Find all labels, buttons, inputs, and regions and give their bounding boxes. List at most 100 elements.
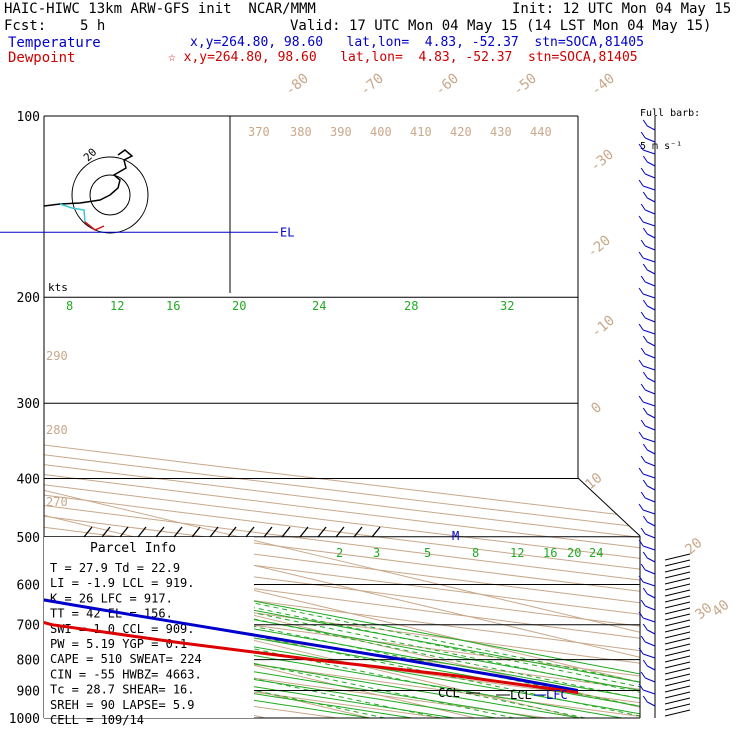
dry-adiabat — [44, 116, 640, 718]
hatch-mark — [281, 526, 291, 538]
isotherm-label: -50 — [510, 71, 540, 100]
wind-barb-lower — [664, 607, 691, 615]
dry-adiabat-label: 420 — [450, 125, 472, 139]
model-title: HAIC-HIWC 13km ARW-GFS init NCAR/MMM — [4, 1, 316, 17]
moist-adiabat — [44, 296, 539, 718]
dry-adiabat — [44, 116, 640, 718]
isotherm-label: -20 — [584, 233, 614, 262]
wind-barb-flag — [638, 611, 644, 619]
wind-barb-lower — [664, 709, 691, 717]
wind-barb-flag — [642, 371, 648, 379]
wind-barb-flag — [642, 479, 648, 487]
isotherm-line — [44, 116, 476, 718]
hatch-mark — [119, 526, 129, 538]
hatch-mark — [299, 526, 309, 538]
wind-barb — [647, 665, 656, 671]
wind-barb-flag — [640, 311, 646, 319]
wind-barb-flag — [638, 575, 644, 583]
pressure-tick-label: 600 — [17, 578, 40, 593]
dry-adiabat-label: 440 — [530, 125, 552, 139]
wind-barb — [645, 353, 656, 359]
mixing-ratio-label: 28 — [404, 299, 418, 313]
hatch-mark — [227, 526, 237, 538]
wind-barb-flag — [642, 263, 648, 271]
mixing-ratio-label: 8 — [472, 546, 479, 560]
hodo-ring-inner — [89, 174, 131, 216]
wind-barb — [645, 317, 656, 323]
pressure-tick-label: 800 — [17, 654, 40, 669]
isotherm-label: 10 — [582, 470, 605, 493]
wind-barb — [642, 257, 656, 263]
forecast-label: Fcst: — [4, 18, 47, 34]
wind-barb-flag — [640, 671, 646, 679]
wind-barb-lower — [664, 697, 691, 705]
wind-barb-flag — [638, 467, 644, 475]
wind-barb — [645, 605, 656, 611]
wind-barb — [645, 641, 656, 647]
wind-barb-lower — [664, 577, 691, 585]
pressure-tick-label: 300 — [17, 397, 40, 412]
wind-barb-lower — [664, 571, 691, 579]
wind-barb — [647, 521, 656, 527]
wind-barb — [647, 557, 656, 563]
wind-barb-flag — [642, 155, 648, 163]
mixing-ratio-label: 8 — [66, 299, 73, 313]
wind-barb — [645, 497, 656, 503]
mixing-ratio-label: 12 — [110, 299, 124, 313]
wind-barb — [645, 245, 656, 251]
wind-barb — [645, 677, 656, 683]
dry-adiabat — [44, 116, 640, 718]
dry-adiabat-label: 380 — [290, 125, 312, 139]
wind-barb — [647, 629, 656, 635]
lfc-label: LFC — [546, 688, 568, 702]
mixing-ratio-label: 20 — [232, 299, 246, 313]
wind-barb-lower — [664, 691, 691, 699]
hodo-units-label: kts — [48, 281, 68, 294]
el-label: EL — [280, 225, 294, 239]
pressure-axis: 100 200 300 400 500 600 700 800 900 1000 — [9, 110, 40, 727]
temperature-location: x,y=264.80, 98.60 lat,lon= 4.83, -52.37 … — [190, 35, 644, 50]
mixing-ratio-line — [44, 296, 515, 718]
wind-barb-flag — [638, 215, 644, 223]
wind-barb — [647, 593, 656, 599]
wind-barb-lower — [664, 685, 691, 693]
pressure-tick-label: 400 — [17, 472, 40, 487]
wind-barb-flag — [642, 587, 648, 595]
hodo-trace-low — [59, 203, 86, 223]
wind-barb — [642, 185, 656, 191]
hatch-mark — [101, 526, 111, 538]
wind-barb-flag — [640, 383, 646, 391]
pressure-tick-label: 700 — [17, 619, 40, 634]
moist-adiabat — [44, 296, 640, 718]
hatch-mark — [173, 526, 183, 538]
wind-barb-lower — [664, 679, 691, 687]
dewpoint-location: ☆ x,y=264.80, 98.60 lat,lon= 4.83, -52.3… — [168, 50, 638, 65]
dry-adiabat — [44, 116, 640, 718]
wind-barb — [647, 377, 656, 383]
wind-barb-lower — [664, 583, 691, 591]
wind-barb — [647, 449, 656, 455]
wind-barb-flag — [640, 527, 646, 535]
temperature-legend: Temperature — [8, 35, 101, 51]
parcel-row: CELL = 109/14 — [50, 713, 144, 727]
mixing-ratio-label: 3 — [373, 546, 380, 560]
hodograph: 20 kts — [43, 116, 231, 294]
parcel-row: CAPE = 510 SWEAT= 224 — [50, 652, 202, 666]
forecast-hour: 5 h — [80, 18, 106, 34]
wind-barb-flag — [640, 599, 646, 607]
wind-barb — [642, 509, 656, 515]
hatch-mark — [353, 526, 363, 538]
hatch-mark — [335, 526, 345, 538]
wind-barb-flag — [640, 203, 646, 211]
wind-barb-lower — [664, 667, 691, 675]
wind-barb-lower — [664, 673, 691, 681]
wind-barb — [647, 197, 656, 203]
wind-barb-flag — [642, 299, 648, 307]
wind-barb — [647, 413, 656, 419]
mixing-ratio-label: 20 — [567, 546, 581, 560]
wind-barb-lower — [664, 601, 691, 609]
pressure-tick-label: 100 — [17, 110, 40, 125]
wind-barb-lower — [664, 589, 691, 597]
parcel-row: SWI = 1.0 CCL = 909. — [50, 622, 195, 636]
